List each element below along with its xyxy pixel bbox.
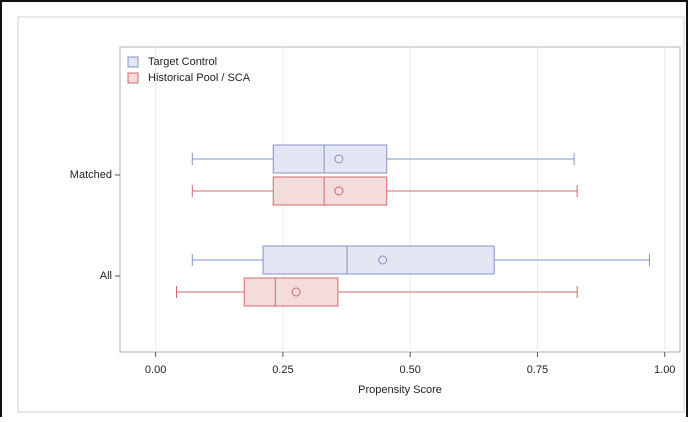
x-tick-label: 1.00 — [654, 364, 675, 376]
x-tick-label: 0.50 — [399, 364, 420, 376]
mean — [334, 186, 344, 196]
y-tick-label: All — [100, 270, 112, 282]
legend-swatch — [127, 56, 139, 68]
x-tick-label: 0.75 — [527, 364, 548, 376]
x-axis-label: Propensity Score — [358, 384, 442, 396]
box — [272, 176, 388, 206]
box — [272, 144, 388, 174]
y-tick-label: Matched — [70, 169, 112, 181]
mean — [378, 255, 388, 265]
plot-area — [119, 46, 681, 353]
x-tick-label: 0.25 — [272, 364, 293, 376]
box — [243, 277, 339, 307]
legend-label: Historical Pool / SCA — [148, 72, 251, 84]
mean — [291, 287, 301, 297]
legend-swatch — [127, 72, 139, 84]
legend-label: Target Control — [148, 56, 217, 68]
x-tick-label: 0.00 — [145, 364, 166, 376]
mean — [334, 154, 344, 164]
